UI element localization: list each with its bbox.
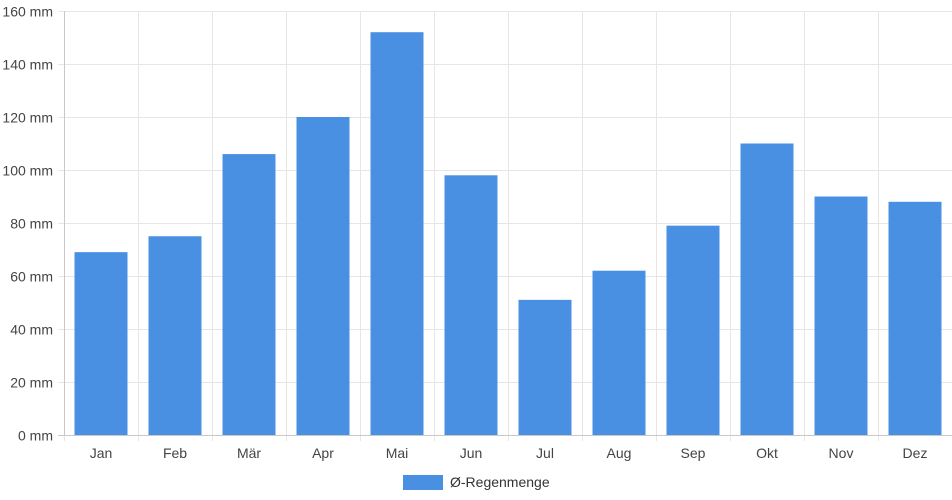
y-tick-label: 20 mm — [10, 375, 53, 391]
x-tick-label: Aug — [607, 445, 632, 461]
y-tick-label: 40 mm — [10, 322, 53, 338]
bar-Okt[interactable] — [740, 143, 794, 436]
x-tick-label: Jul — [536, 445, 554, 461]
x-tick-label: Mär — [237, 445, 261, 461]
bar-Feb[interactable] — [148, 236, 202, 435]
legend-swatch — [403, 475, 443, 490]
x-tick-labels: Jan Feb Mär Apr Mai Jun Jul Aug Sep Okt Nov Dez — [90, 445, 928, 461]
x-tick-label: Okt — [756, 445, 778, 461]
bar-Jan[interactable] — [74, 252, 128, 435]
bar-Aug[interactable] — [592, 270, 646, 435]
bars-group — [74, 32, 942, 436]
y-tick-label: 140 mm — [2, 57, 53, 73]
bar-Jun[interactable] — [444, 175, 498, 436]
y-tick-label: 160 mm — [2, 4, 53, 20]
legend[interactable]: Ø-Regenmenge — [403, 474, 550, 490]
y-tick-label: 80 mm — [10, 216, 53, 232]
x-tick-label: Jun — [460, 445, 483, 461]
x-tick-label: Dez — [903, 445, 928, 461]
bar-Dez[interactable] — [888, 201, 942, 435]
y-tick-label: 100 mm — [2, 163, 53, 179]
bar-Jul[interactable] — [518, 299, 572, 435]
bar-Sep[interactable] — [666, 225, 720, 435]
x-tick-label: Jan — [90, 445, 113, 461]
bar-Mai[interactable] — [370, 32, 424, 435]
x-tick-label: Feb — [163, 445, 187, 461]
y-tick-label: 0 mm — [18, 428, 53, 444]
bar-Apr[interactable] — [296, 117, 350, 435]
x-tick-label: Mai — [386, 445, 409, 461]
x-tick-label: Nov — [829, 445, 854, 461]
grid-lines — [58, 11, 952, 441]
legend-label: Ø-Regenmenge — [450, 474, 550, 490]
y-tick-label: 120 mm — [2, 110, 53, 126]
bar-Mär[interactable] — [222, 154, 276, 435]
bar-Nov[interactable] — [814, 196, 868, 436]
axes-group — [58, 11, 952, 436]
x-tick-label: Sep — [681, 445, 706, 461]
y-tick-labels: 0 mm 20 mm 40 mm 60 mm 80 mm 100 mm 120 mm 140 … — [2, 4, 53, 444]
y-tick-label: 60 mm — [10, 269, 53, 285]
x-tick-label: Apr — [312, 445, 334, 461]
